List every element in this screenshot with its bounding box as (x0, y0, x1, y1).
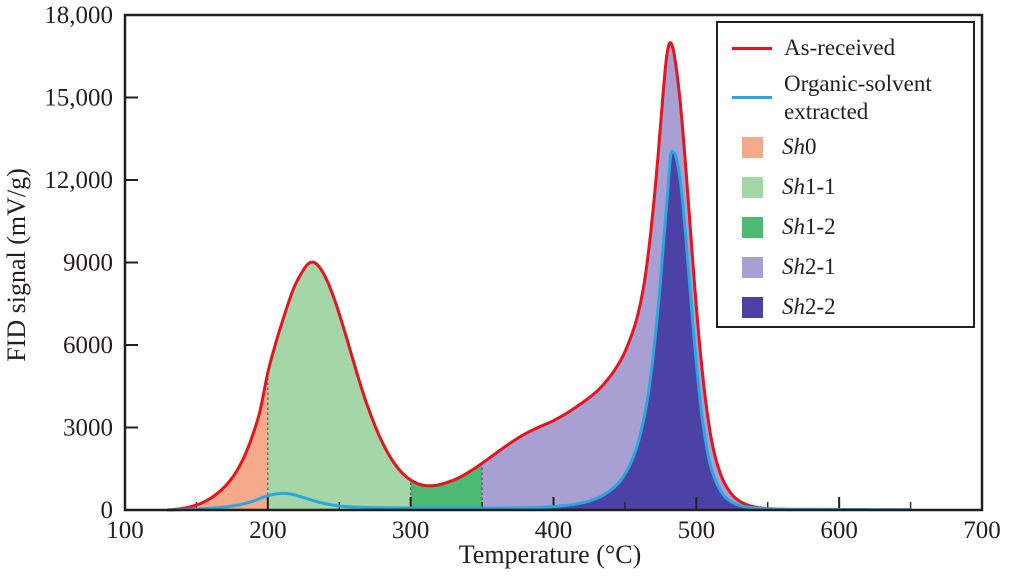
legend-label: As-received (784, 35, 896, 61)
legend-entry-sh2-1: Sh2-1 (732, 247, 973, 287)
x-axis-title: Temperature (°C) (458, 540, 642, 569)
legend-color-swatch (742, 256, 763, 278)
region-fill-sh0 (167, 372, 268, 510)
legend-entry-sh0: Sh0 (732, 127, 973, 167)
legend-color-swatch (742, 216, 763, 238)
legend-box: As-received Organic-solvent extracted Sh0 S… (716, 21, 975, 328)
y-tick-label: 9000 (63, 250, 113, 277)
legend-label: Organic-solvent extracted (784, 70, 932, 124)
region-fill-sh2-1 (482, 42, 791, 510)
legend-entry-sh1-1: Sh1-1 (732, 167, 973, 207)
x-tick-label: 100 (106, 517, 144, 544)
legend-line-sample (732, 46, 772, 50)
legend-entry-sh2-2: Sh2-2 (732, 287, 973, 327)
legend-color-swatch (742, 176, 763, 198)
legend-line-sample (732, 96, 772, 99)
legend-label: Sh0 (782, 134, 817, 160)
legend-label: Sh2-1 (782, 254, 836, 280)
region-fill-sh2-2 (482, 151, 911, 511)
region-fill-sh1-1 (267, 262, 411, 510)
y-tick-label: 18,000 (44, 2, 113, 29)
legend-label: Sh1-1 (782, 174, 836, 200)
x-tick-label: 600 (820, 517, 858, 544)
legend-label: Sh1-2 (782, 214, 836, 240)
legend-label: Sh2-2 (782, 294, 836, 320)
y-tick-label: 0 (101, 497, 114, 524)
y-tick-label: 15,000 (44, 85, 113, 112)
legend-color-swatch (742, 136, 763, 158)
y-tick-label: 6000 (63, 332, 113, 359)
curve-organic-solvent-extracted (166, 149, 913, 512)
legend-color-swatch (742, 296, 763, 318)
x-tick-label: 400 (535, 517, 573, 544)
legend-entry-as-received: As-received (732, 28, 973, 68)
y-tick-label: 3000 (63, 415, 113, 442)
legend-entry-organic-solvent-extracted: Organic-solvent extracted (732, 68, 973, 127)
x-tick-label: 300 (392, 517, 430, 544)
y-tick-label: 12,000 (44, 167, 113, 194)
curve-as-received (166, 41, 793, 512)
x-tick-label: 700 (963, 517, 1001, 544)
x-tick-label: 200 (249, 517, 287, 544)
plot-frame (123, 13, 984, 512)
y-axis-title: FID signal (mV/g) (2, 168, 31, 362)
x-tick-label: 500 (678, 517, 716, 544)
legend-entry-sh1-2: Sh1-2 (732, 207, 973, 247)
